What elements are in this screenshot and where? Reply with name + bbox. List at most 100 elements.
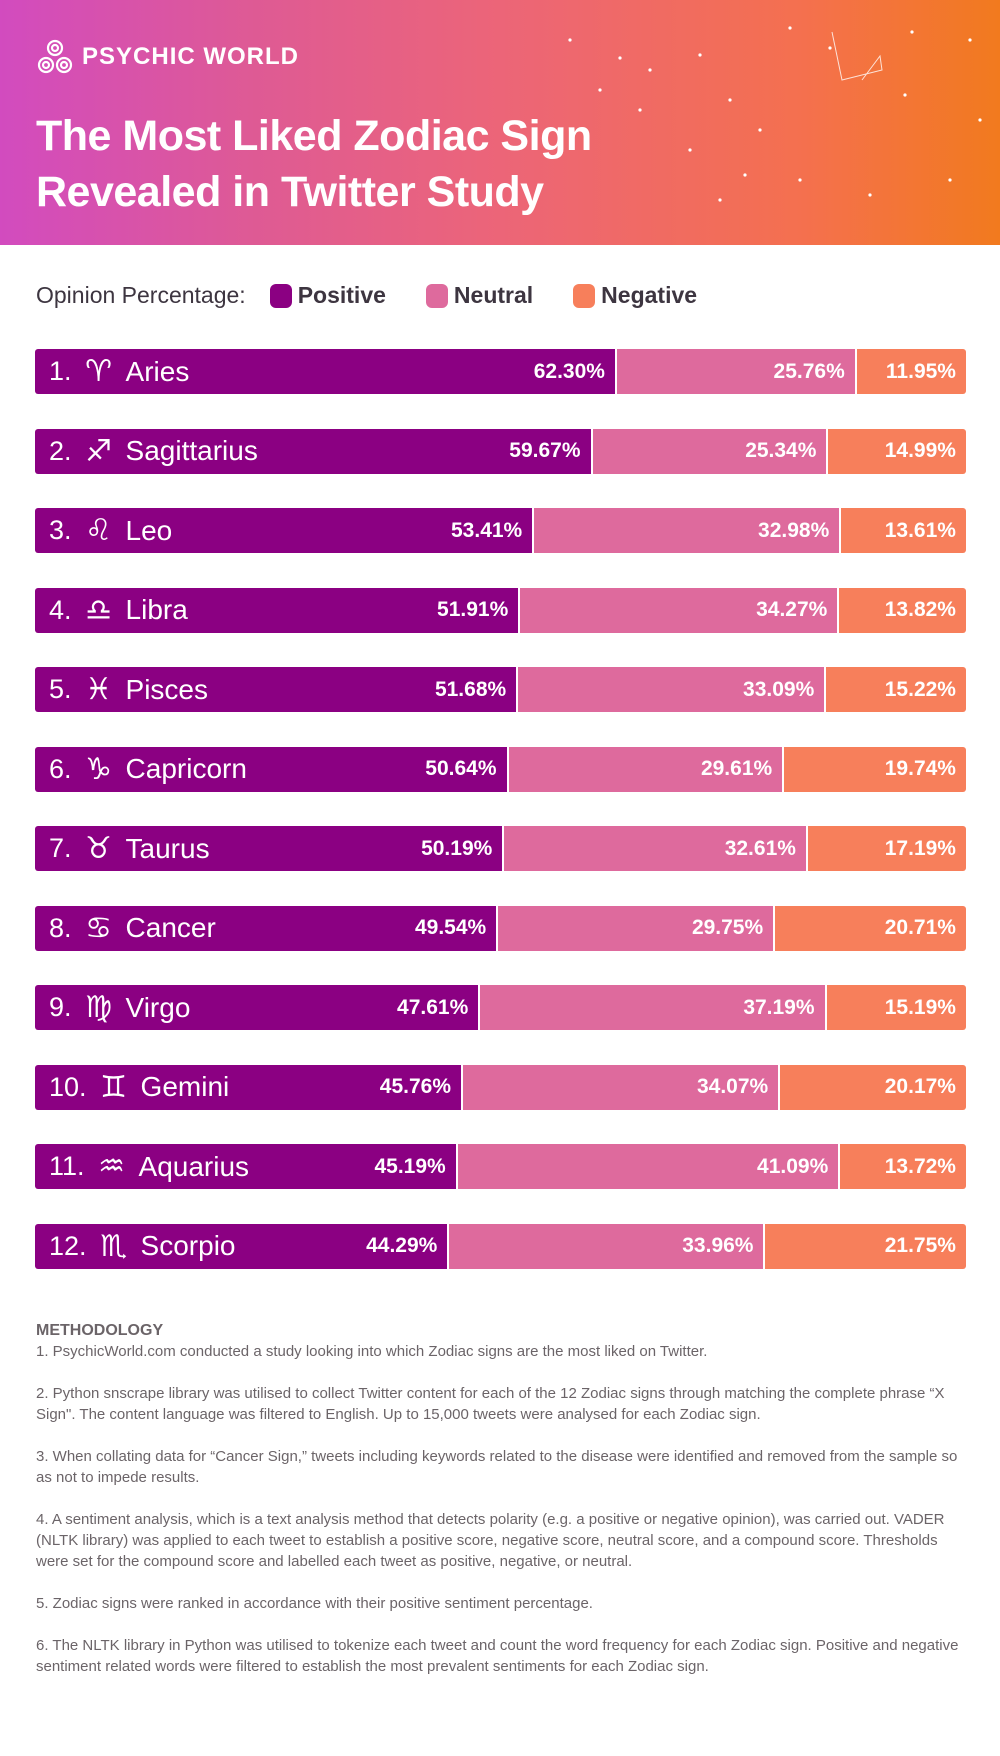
positive-swatch [269, 283, 292, 308]
capricorn-symbol-icon: ♑︎ [85, 751, 112, 787]
methodology-item: 3. When collating data for “Cancer Sign,… [36, 1448, 958, 1486]
star-icon [968, 38, 972, 42]
star-icon [743, 173, 747, 177]
header-banner: PSYCHIC WORLD The Most Liked Zodiac Sign… [0, 0, 1000, 245]
star-icon [568, 38, 572, 42]
negative-segment: 15.22% [824, 667, 966, 712]
bar-row-taurus: 50.19% 32.61% 17.19% 7. ♉︎ Taurus [35, 826, 966, 871]
negative-segment: 20.71% [773, 905, 966, 951]
methodology-item: 6. The NLTK library in Python was utilis… [36, 1637, 959, 1675]
neutral-segment: 33.09% [516, 667, 825, 712]
positive-segment: 50.19% [35, 826, 503, 871]
star-icon [688, 148, 692, 152]
brand-name: PSYCHIC WORLD [82, 43, 299, 70]
neutral-value-label: 32.61% [724, 836, 796, 860]
bar-row-aquarius: 45.19% 41.09% 13.72% 11. ♒︎ Aquarius [35, 1144, 966, 1189]
negative-swatch [573, 283, 596, 308]
star-icon [948, 178, 952, 182]
negative-segment: 11.95% [854, 349, 966, 394]
negative-segment: 20.17% [778, 1064, 966, 1110]
positive-value-label: 51.91% [437, 598, 509, 621]
sign-label: 12. ♏︎ Scorpio [49, 1224, 235, 1269]
negative-segment: 14.99% [826, 428, 966, 474]
methodology-item: 2. Python snscrape library was utilised … [36, 1385, 945, 1423]
positive-value-label: 53.41% [451, 518, 523, 542]
sign-label: 2. ♐︎ Sagittarius [49, 429, 258, 474]
positive-value-label: 51.68% [434, 677, 507, 701]
star-icon [788, 26, 792, 30]
bar-row-leo: 53.41% 32.98% 13.61% 3. ♌︎ Leo [35, 508, 966, 553]
positive-segment: 45.19% [35, 1144, 456, 1189]
neutral-segment: 34.07% [461, 1064, 779, 1110]
cancer-symbol-icon: ♋︎ [85, 910, 112, 946]
neutral-value-label: 33.96% [682, 1234, 754, 1257]
rank-number: 8. [49, 912, 72, 943]
sign-label: 3. ♌︎ Leo [49, 508, 172, 553]
bar-row-sagittarius: 59.67% 25.34% 14.99% 2. ♐︎ Sagittarius [35, 428, 966, 474]
sign-label: 11. ♒︎ Aquarius [49, 1144, 249, 1189]
rank-number: 11. [49, 1151, 85, 1181]
virgo-symbol-icon: ♍︎ [85, 990, 112, 1025]
methodology-item: 4. A sentiment analysis, which is a text… [36, 1511, 945, 1570]
neutral-segment: 25.76% [614, 349, 855, 394]
rank-number: 6. [49, 753, 72, 784]
neutral-value-label: 32.98% [758, 518, 830, 542]
positive-value-label: 45.19% [374, 1154, 446, 1178]
negative-value-label: 13.72% [884, 1154, 956, 1178]
star-icon [828, 46, 832, 50]
bar-row-virgo: 47.61% 37.19% 15.19% 9. ♍︎ Virgo [35, 985, 966, 1030]
methodology-section: METHODOLOGY 1. PsychicWorld.com conducte… [36, 1320, 966, 1698]
neutral-value-label: 41.09% [757, 1154, 829, 1178]
star-icon [798, 178, 802, 182]
positive-segment: 47.61% [35, 985, 479, 1030]
positive-value-label: 50.64% [425, 757, 497, 780]
star-icon [598, 88, 602, 92]
neutral-value-label: 34.27% [756, 598, 828, 621]
neutral-value-label: 29.75% [691, 916, 764, 939]
neutral-value-label: 25.76% [773, 359, 845, 383]
negative-value-label: 20.17% [884, 1075, 956, 1098]
page-title: The Most Liked Zodiac Sign Revealed in T… [36, 108, 592, 220]
negative-value-label: 15.22% [884, 677, 956, 701]
sign-label: 8. ♋︎ Cancer [49, 906, 216, 951]
rank-number: 4. [49, 594, 72, 625]
bar-row-scorpio: 44.29% 33.96% 21.75% 12. ♏︎ Scorpio [35, 1223, 966, 1269]
gemini-symbol-icon: ♊︎ [100, 1069, 127, 1105]
bar-row-cancer: 49.54% 29.75% 20.71% 8. ♋︎ Cancer [35, 905, 966, 951]
rank-number: 1. [49, 356, 72, 386]
sign-name: Libra [125, 594, 188, 625]
sign-name: Capricorn [125, 753, 247, 784]
sign-name: Virgo [125, 991, 191, 1023]
negative-segment: 13.61% [839, 508, 966, 553]
sign-label: 7. ♉︎ Taurus [49, 826, 210, 871]
sign-label: 5. ♓︎ Pisces [49, 667, 208, 712]
neutral-segment: 33.96% [447, 1223, 764, 1269]
bar-row-gemini: 45.76% 34.07% 20.17% 10. ♊︎ Gemini [35, 1064, 966, 1110]
rank-number: 2. [49, 435, 72, 466]
bar-row-capricorn: 50.64% 29.61% 19.74% 6. ♑︎ Capricorn [35, 746, 966, 792]
neutral-value-label: 33.09% [743, 677, 815, 701]
star-icon [903, 93, 907, 97]
rank-number: 9. [49, 992, 72, 1022]
sign-label: 10. ♊︎ Gemini [49, 1065, 229, 1110]
legend-negative: Negative [573, 282, 697, 309]
constellation-line [831, 31, 883, 81]
negative-value-label: 11.95% [885, 359, 956, 383]
scorpio-symbol-icon: ♏︎ [100, 1228, 127, 1264]
negative-segment: 21.75% [763, 1223, 966, 1269]
negative-value-label: 13.82% [884, 598, 956, 621]
positive-segment: 50.64% [35, 746, 507, 792]
positive-value-label: 49.54% [414, 916, 487, 939]
negative-value-label: 14.99% [884, 439, 956, 462]
rank-number: 10. [49, 1071, 87, 1102]
sign-name: Taurus [125, 832, 210, 864]
sign-name: Pisces [125, 673, 208, 705]
star-icon [638, 108, 642, 112]
neutral-segment: 29.61% [506, 746, 783, 792]
star-icon [698, 53, 702, 57]
rank-number: 3. [49, 515, 72, 545]
aries-symbol-icon: ♈︎ [85, 354, 112, 389]
star-icon [728, 98, 732, 102]
rank-number: 12. [49, 1230, 87, 1261]
star-icon [618, 56, 622, 60]
